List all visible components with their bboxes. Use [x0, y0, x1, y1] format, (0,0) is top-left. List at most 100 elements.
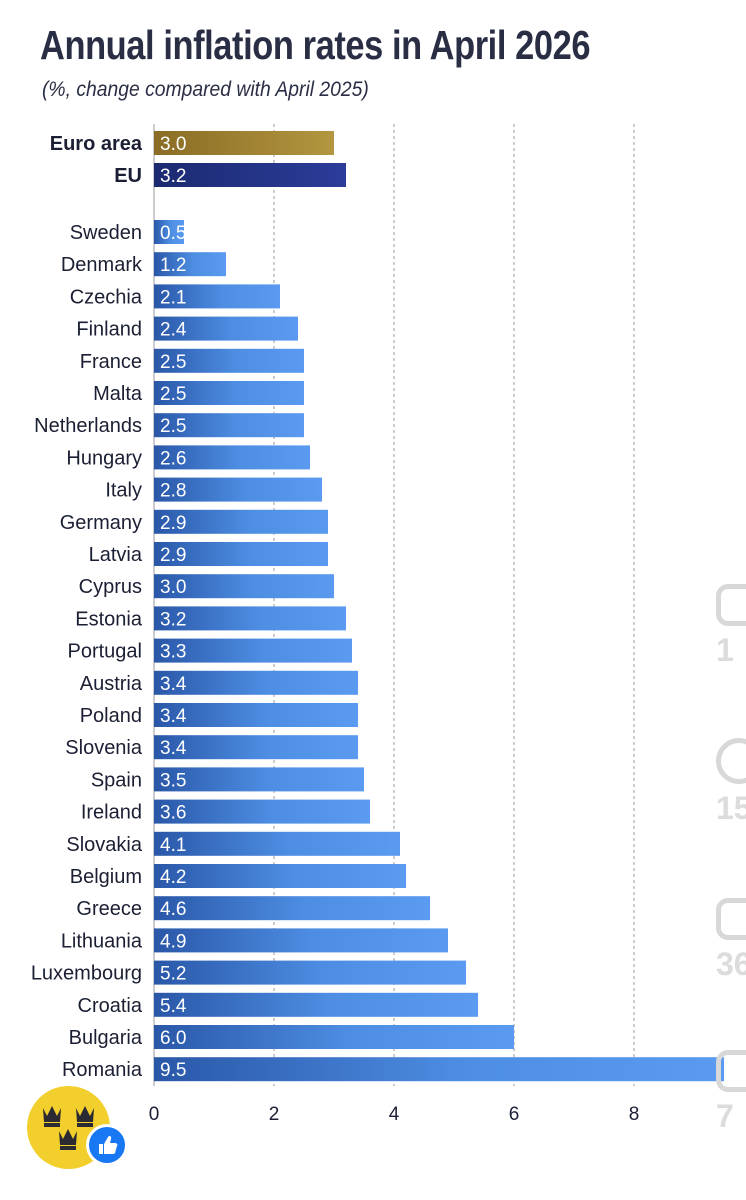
bar-bulgaria [154, 1025, 514, 1049]
value-label-netherlands: 2.5 [160, 416, 186, 437]
value-label-austria: 3.4 [160, 674, 187, 695]
category-labels: Euro area EU Sweden Denmark Czechia Finland Fr… [31, 133, 143, 1081]
x-tick-label: 4 [389, 1104, 400, 1125]
value-label-romania: 9.5 [160, 1060, 186, 1081]
category-label-cyprus: Cyprus [79, 576, 142, 598]
category-label-finland: Finland [76, 319, 142, 341]
value-label-hungary: 2.6 [160, 448, 186, 469]
category-label-hungary: Hungary [66, 447, 142, 469]
x-tick-label: 2 [269, 1104, 280, 1125]
bar-czechia [154, 284, 280, 309]
comment-action[interactable]: 15 [716, 738, 746, 827]
chart-subtitle: (%, change compared with April 2025) [42, 78, 369, 101]
category-label-france: France [80, 351, 142, 373]
bar-latvia [154, 542, 328, 566]
value-label-latvia: 2.9 [160, 545, 186, 566]
category-label-denmark: Denmark [61, 254, 143, 276]
value-label-croatia: 5.4 [160, 996, 187, 1017]
comment-count: 15 [716, 790, 746, 826]
value-label-slovakia: 4.1 [160, 835, 186, 856]
category-label-belgium: Belgium [70, 866, 142, 888]
value-label-bulgaria: 6.0 [160, 1028, 186, 1049]
value-label-greece: 4.6 [160, 899, 186, 920]
bar-austria [154, 670, 358, 695]
value-label-lithuania: 4.9 [160, 931, 186, 952]
bar-finland [154, 316, 298, 341]
category-label-netherlands: Netherlands [34, 415, 142, 437]
category-label-spain: Spain [91, 769, 142, 791]
category-label-bulgaria: Bulgaria [69, 1027, 143, 1049]
share-action[interactable]: 36 [716, 898, 746, 983]
value-label-czechia: 2.1 [160, 287, 186, 308]
thumbs-up-icon [716, 584, 746, 626]
bar-netherlands [154, 413, 304, 438]
like-icon[interactable] [86, 1124, 128, 1166]
value-label-euro-area: 3.0 [160, 134, 186, 155]
category-label-poland: Poland [80, 705, 142, 727]
bar-sweden [154, 220, 184, 244]
category-label-czechia: Czechia [70, 286, 143, 308]
bar-denmark [154, 252, 226, 277]
category-label-romania: Romania [62, 1059, 143, 1081]
value-label-estonia: 3.2 [160, 609, 186, 630]
category-label-luxembourg: Luxembourg [31, 963, 142, 985]
category-label-germany: Germany [60, 512, 142, 534]
category-label-malta: Malta [93, 383, 143, 405]
value-label-spain: 3.5 [160, 770, 186, 791]
value-label-germany: 2.9 [160, 513, 186, 534]
bar-france [154, 348, 304, 373]
x-tick-label: 0 [149, 1104, 160, 1125]
bar-greece [154, 896, 430, 921]
bars: 3.0 3.2 0.5 1.2 2.1 2.4 2.5 2.5 2.5 2.6 2.8 2.9 2.9 3… [154, 131, 724, 1082]
bookmark-count: 7 [716, 1098, 734, 1134]
bar-belgium [154, 864, 406, 888]
bar-eu [154, 163, 346, 187]
category-label-slovakia: Slovakia [66, 834, 142, 856]
value-label-ireland: 3.6 [160, 803, 186, 824]
bar-portugal [154, 638, 352, 663]
share-icon [716, 898, 746, 940]
value-label-italy: 2.8 [160, 481, 186, 502]
bar-germany [154, 509, 328, 534]
value-label-denmark: 1.2 [160, 255, 186, 276]
bookmark-action[interactable]: 7 [716, 1050, 746, 1135]
bar-euro-area [154, 131, 334, 155]
value-label-sweden: 0.5 [160, 223, 186, 244]
chart-title: Annual inflation rates in April 2026 [40, 22, 591, 68]
value-label-slovenia: 3.4 [160, 738, 187, 759]
category-label-euro-area: Euro area [50, 133, 143, 155]
category-label-estonia: Estonia [75, 608, 143, 630]
category-label-croatia: Croatia [78, 995, 143, 1017]
bar-italy [154, 477, 322, 502]
category-label-austria: Austria [80, 673, 143, 695]
bar-croatia [154, 992, 478, 1017]
bookmark-icon [716, 1050, 746, 1092]
category-label-latvia: Latvia [89, 544, 143, 566]
category-label-sweden: Sweden [70, 222, 142, 244]
category-label-ireland: Ireland [81, 802, 142, 824]
x-axis-ticks: 0 2 4 6 8 [149, 1104, 640, 1125]
category-label-lithuania: Lithuania [61, 930, 143, 952]
value-label-luxembourg: 5.2 [160, 964, 186, 985]
x-tick-label: 8 [629, 1104, 640, 1125]
value-label-eu: 3.2 [160, 166, 186, 187]
bar-ireland [154, 799, 370, 824]
value-label-poland: 3.4 [160, 706, 187, 727]
thumbs-up-action[interactable]: 1 [716, 584, 746, 669]
category-label-eu: EU [114, 165, 142, 187]
bar-slovenia [154, 735, 358, 760]
value-label-finland: 2.4 [160, 320, 187, 341]
bar-hungary [154, 445, 310, 470]
category-label-greece: Greece [76, 898, 142, 920]
value-label-portugal: 3.3 [160, 642, 186, 663]
bar-romania [154, 1057, 724, 1082]
bar-luxembourg [154, 960, 466, 985]
value-label-france: 2.5 [160, 352, 186, 373]
thumbs-up-count: 1 [716, 632, 734, 668]
bar-slovakia [154, 831, 400, 856]
bar-poland [154, 703, 358, 727]
bar-malta [154, 381, 304, 405]
gridlines [153, 124, 635, 1086]
value-label-malta: 2.5 [160, 384, 186, 405]
